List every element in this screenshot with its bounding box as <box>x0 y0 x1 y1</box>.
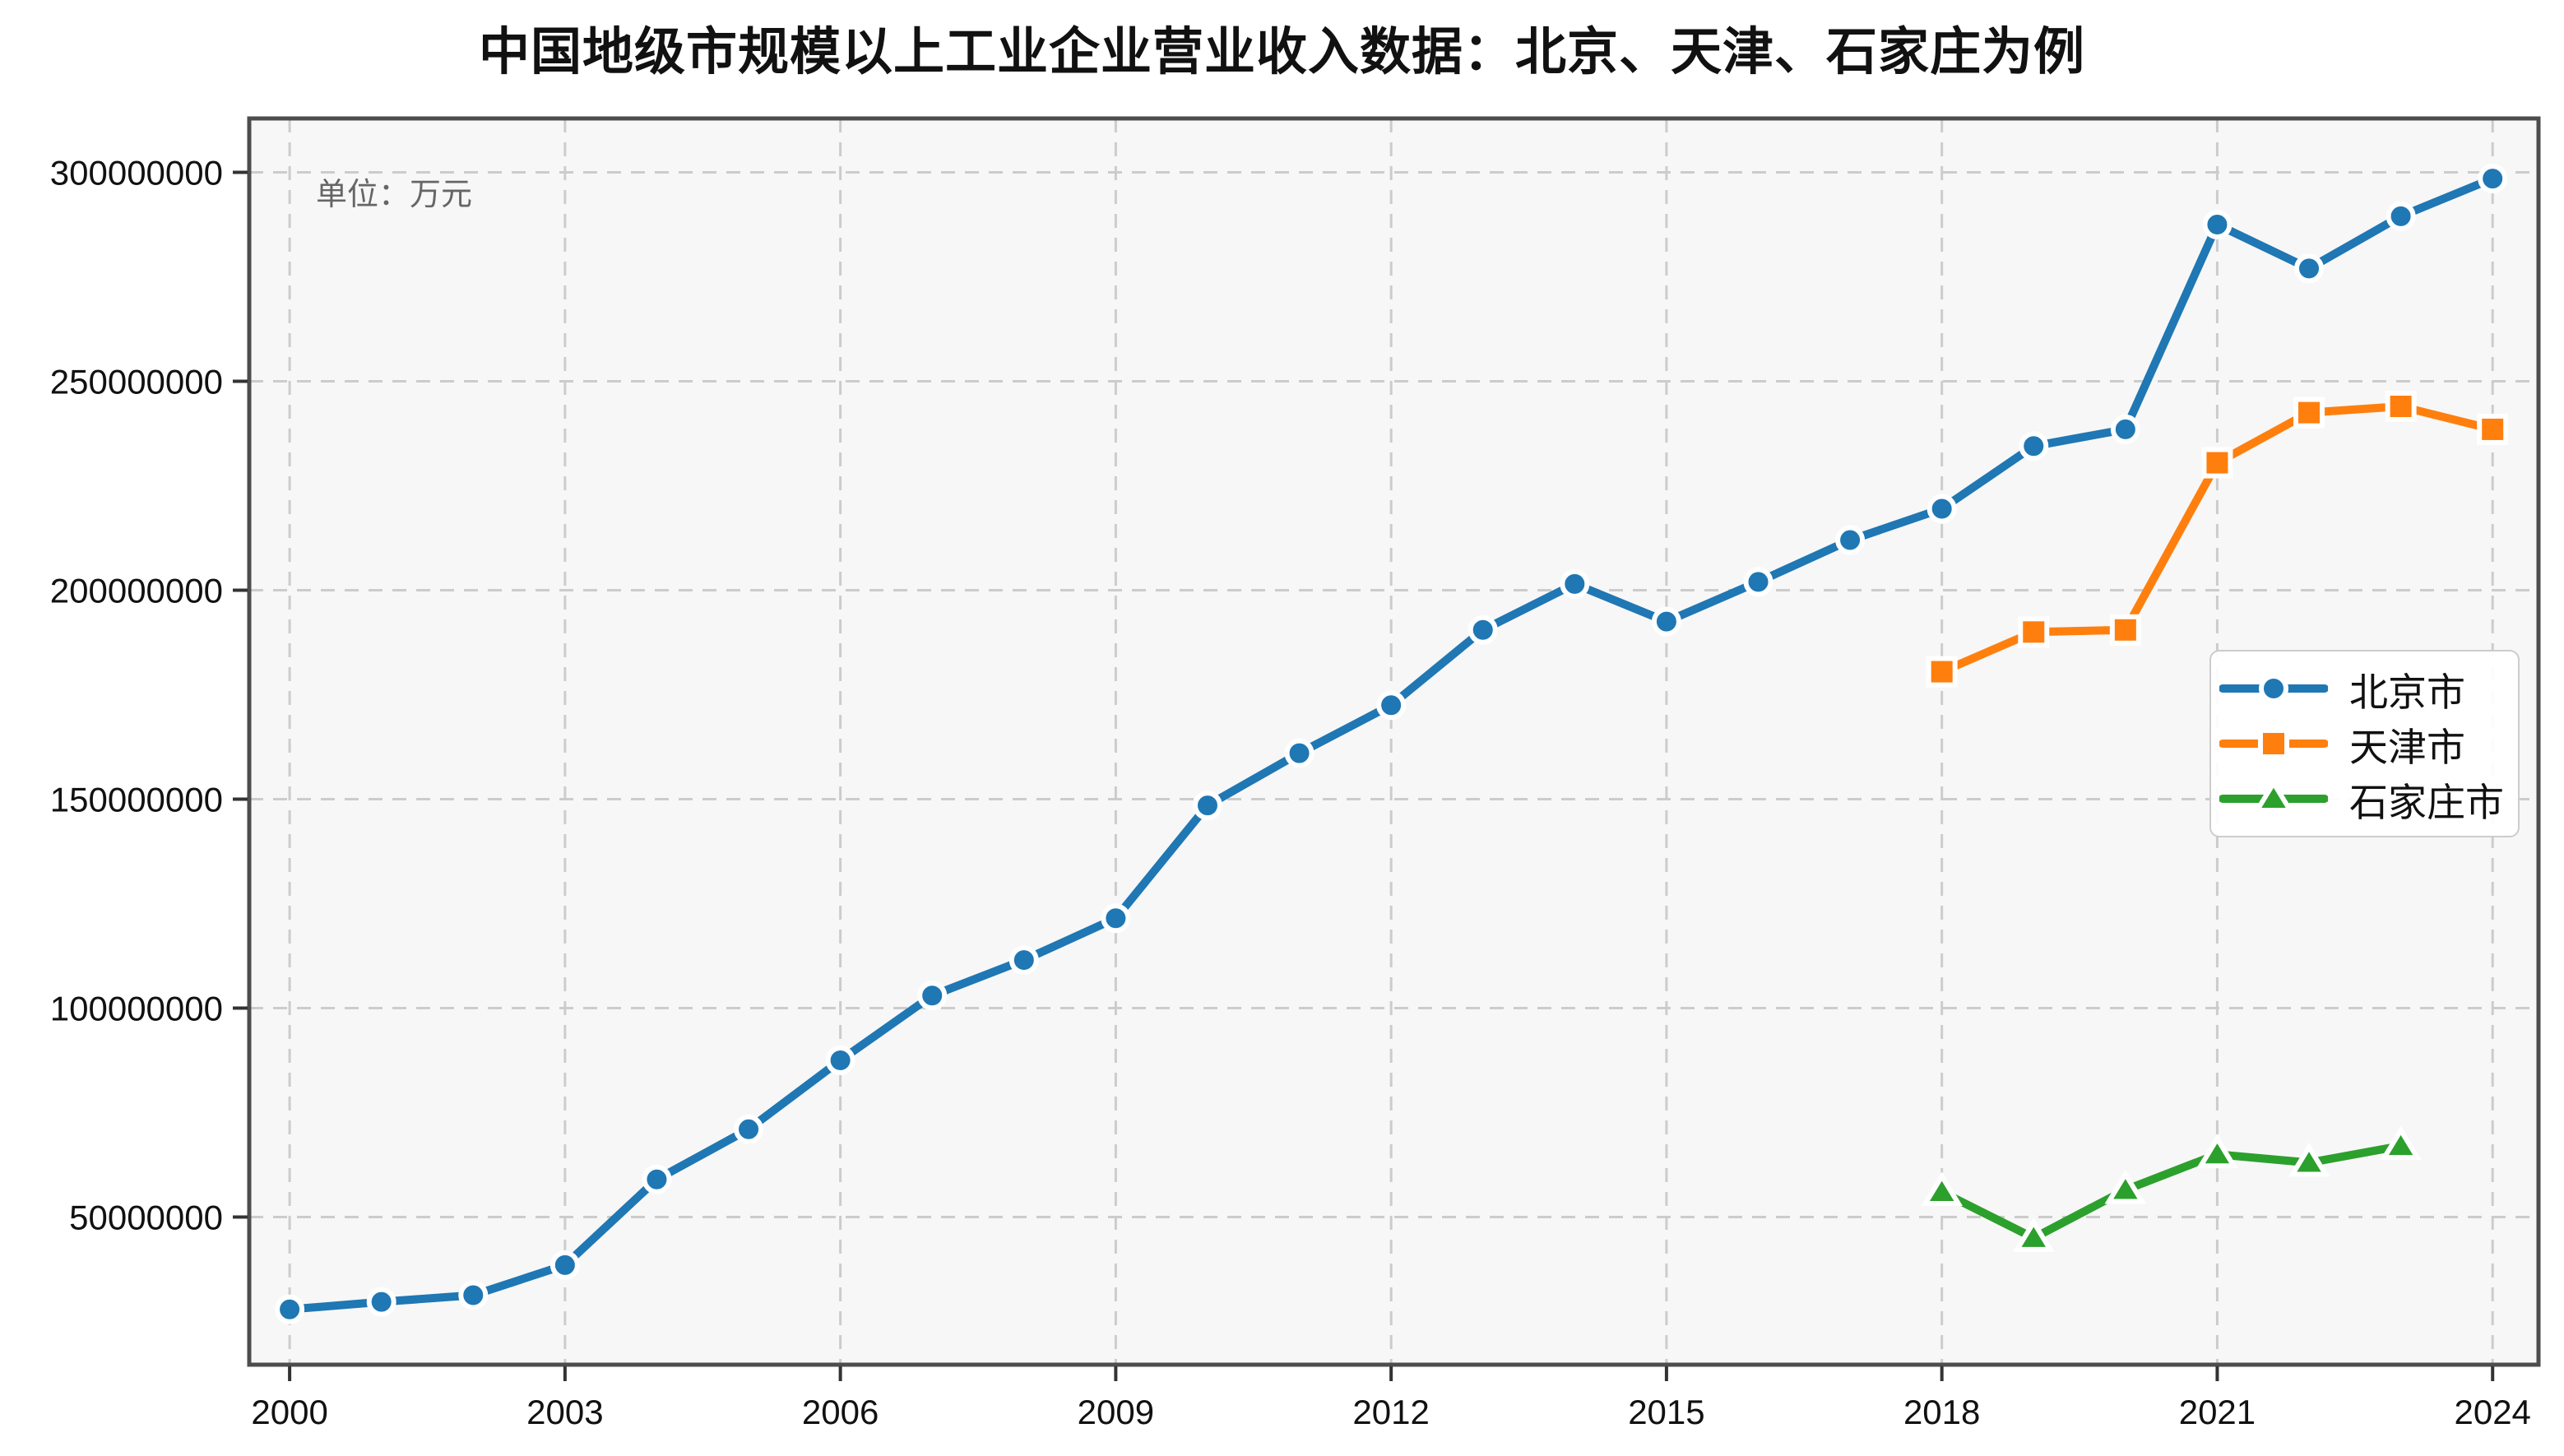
svg-text:2012: 2012 <box>1352 1393 1429 1431</box>
svg-text:2009: 2009 <box>1078 1393 1154 1431</box>
svg-text:250000000: 250000000 <box>50 363 223 401</box>
unit-annotation: 单位：万元 <box>316 178 473 212</box>
legend: 北京市 天津市 石家庄市 <box>2209 650 2520 837</box>
svg-text:150000000: 150000000 <box>50 780 223 818</box>
legend-label-beijing: 北京市 <box>2349 670 2465 714</box>
chart-title: 中国地级市规模以上工业企业营业收入数据：北京、天津、石家庄为例 <box>478 24 2085 81</box>
svg-text:200000000: 200000000 <box>50 572 223 610</box>
beijing-line-circle-marker-icon <box>2219 669 2329 708</box>
svg-text:2015: 2015 <box>1628 1393 1704 1431</box>
legend-item-tianjin: 天津市 <box>2219 716 2518 772</box>
legend-item-shijiazhuang: 石家庄市 <box>2219 772 2518 827</box>
legend-label-shijiazhuang: 石家庄市 <box>2349 780 2504 824</box>
svg-text:2003: 2003 <box>526 1393 603 1431</box>
svg-text:300000000: 300000000 <box>50 154 223 192</box>
svg-text:100000000: 100000000 <box>50 989 223 1027</box>
shijiazhuang-line-triangle-marker-icon <box>2219 778 2329 818</box>
svg-text:2018: 2018 <box>1903 1393 1980 1431</box>
tianjin-line-square-marker-icon <box>2219 724 2329 763</box>
legend-item-beijing: 北京市 <box>2219 661 2518 716</box>
legend-label-tianjin: 天津市 <box>2349 725 2465 769</box>
svg-text:2006: 2006 <box>802 1393 879 1431</box>
svg-text:2024: 2024 <box>2454 1393 2530 1431</box>
svg-text:2021: 2021 <box>2179 1393 2256 1431</box>
svg-text:50000000: 50000000 <box>69 1198 223 1236</box>
svg-text:2000: 2000 <box>251 1393 327 1431</box>
